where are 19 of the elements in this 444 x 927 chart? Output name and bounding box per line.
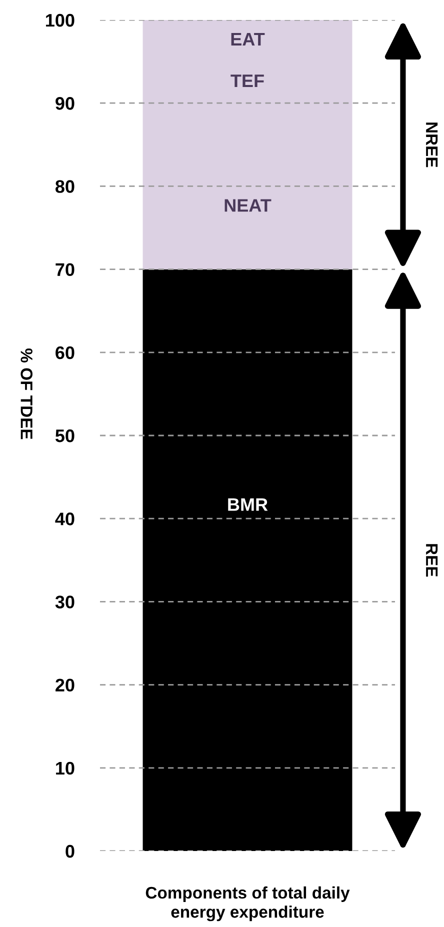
y-tick-label: 80 xyxy=(55,180,74,193)
y-axis-title: % OF TDEE xyxy=(20,348,32,440)
y-tick-label: 40 xyxy=(55,512,74,526)
y-tick-label: 10 xyxy=(56,762,74,775)
x-axis-title: Components of total daily energy expenditure xyxy=(146,886,350,922)
text: NREE xyxy=(426,122,438,168)
y-tick-label: 50 xyxy=(55,429,74,442)
annotation: NEAT xyxy=(224,199,272,212)
y-tick-label: 60 xyxy=(56,346,74,360)
y-tick-label: 20 xyxy=(56,678,74,692)
y-tick-label: 30 xyxy=(55,596,74,608)
y-tick-label: 90 xyxy=(56,97,74,110)
text: REE xyxy=(426,544,438,577)
y-tick-label: 0 xyxy=(66,844,74,858)
annotation: EAT xyxy=(231,33,265,46)
annotation: TEF xyxy=(230,74,264,87)
y-tick-label: 100 xyxy=(46,14,74,27)
y-tick-label: 70 xyxy=(56,263,74,276)
annotation: BMR xyxy=(228,498,268,511)
